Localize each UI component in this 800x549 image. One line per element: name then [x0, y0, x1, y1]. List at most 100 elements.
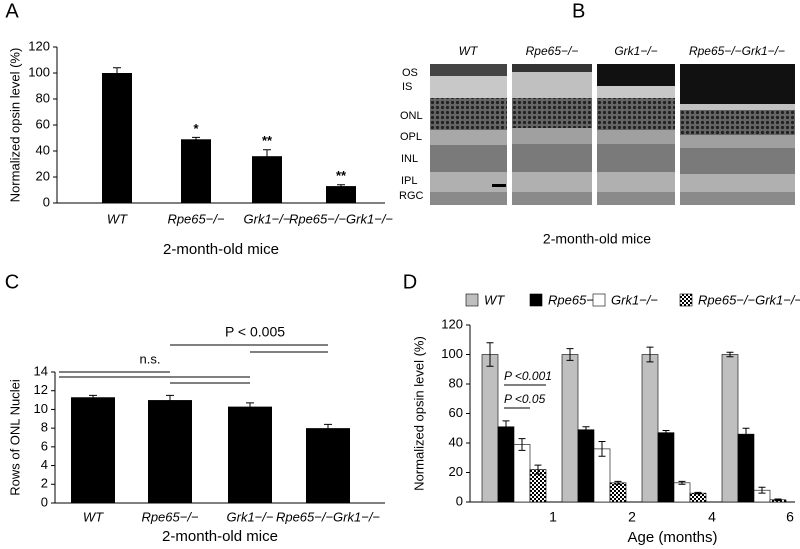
y-tick-label: 14: [34, 363, 48, 378]
x-tick-label: Rpe65−/−: [141, 509, 199, 524]
error-bar: [646, 346, 654, 363]
y-tick-label: 100: [441, 346, 463, 361]
bar: [561, 354, 579, 503]
error-bar: [518, 438, 526, 451]
y-tick-label: 60: [449, 405, 463, 420]
y-tick-label: 0: [41, 494, 48, 509]
bar: [148, 400, 192, 503]
bar: [497, 426, 515, 503]
error-bar: [534, 464, 542, 475]
y-tick-label: 20: [36, 168, 50, 183]
legend-swatch: [679, 293, 693, 307]
bar: [102, 73, 132, 203]
legend-label: Rpe65−/−Grk1−/−: [698, 292, 800, 307]
error-bar: [598, 441, 606, 457]
x-tick-label: Rpe65−/−Grk1−/−: [276, 509, 380, 524]
y-tick-label: 120: [28, 38, 50, 53]
bar: [641, 354, 659, 503]
error-bar: [192, 136, 200, 142]
layer-label: IS: [402, 81, 412, 93]
y-tick-label: 12: [34, 382, 48, 397]
legend-swatch: [529, 293, 543, 307]
significance: *: [193, 121, 199, 136]
y-axis-label: Normalized opsin level (%): [7, 48, 22, 203]
column-label: Grk1−/−: [614, 44, 657, 58]
bar: [737, 433, 755, 503]
x-tick-label: WT: [83, 509, 104, 524]
legend-swatch: [592, 293, 606, 307]
bar: [593, 448, 611, 503]
y-tick-label: 0: [43, 194, 50, 209]
x-axis-label: 2-month-old mice: [163, 241, 279, 258]
bar: [689, 492, 707, 503]
layer-label: RGC: [399, 190, 424, 202]
legend-label: Grk1−/−: [611, 292, 658, 307]
bar: [481, 354, 499, 503]
panel-label: A: [5, 0, 19, 22]
error-bar: [742, 427, 750, 441]
panel-label: C: [5, 271, 19, 293]
bar: [673, 482, 691, 503]
x-tick-label: 1: [549, 509, 557, 525]
bar: [326, 186, 356, 203]
layer-label: IPL: [401, 175, 418, 187]
error-bar: [337, 184, 345, 188]
y-tick-label: 40: [449, 434, 463, 449]
annotation: P <0.001: [504, 369, 552, 383]
y-tick-label: 40: [36, 142, 50, 157]
error-bar: [166, 394, 174, 406]
error-bar: [758, 486, 766, 494]
bar: [577, 429, 595, 503]
error-bar: [486, 342, 494, 367]
x-tick-label: WT: [107, 211, 128, 226]
x-tick-label: 4: [708, 509, 716, 525]
error-bar: [89, 394, 97, 400]
y-tick-label: 100: [28, 64, 50, 79]
x-tick-label: Grk1−/−: [227, 509, 274, 524]
x-tick-label: 2: [628, 509, 636, 525]
y-tick-label: 4: [41, 457, 48, 472]
bar: [657, 432, 675, 503]
y-tick-label: 0: [456, 493, 463, 508]
annotation: P <0.05: [504, 392, 546, 406]
bar: [181, 139, 211, 203]
y-tick-label: 20: [449, 464, 463, 479]
y-tick-label: 80: [449, 375, 463, 390]
legend-label: WT: [484, 292, 505, 307]
y-tick-label: 6: [41, 438, 48, 453]
y-axis-label: Rows of ONL Nuclei: [7, 379, 22, 496]
error-bar: [566, 348, 574, 361]
error-bar: [246, 402, 254, 411]
y-tick-label: 60: [36, 116, 50, 131]
y-tick-label: 2: [41, 476, 48, 491]
error-bar: [726, 351, 734, 358]
micrograph: [430, 64, 795, 205]
panel-label: D: [403, 271, 417, 293]
bar: [71, 397, 115, 503]
error-bar: [678, 480, 686, 485]
x-tick-label: Rpe65−/−: [167, 211, 225, 226]
bar: [228, 406, 272, 503]
layer-label: ONL: [400, 110, 423, 122]
error-bar: [662, 429, 670, 436]
bar: [721, 354, 739, 503]
legend-label: Rpe65−/−: [548, 292, 606, 307]
column-label: Rpe65−/−Grk1−/−: [689, 44, 785, 58]
error-bar: [263, 149, 271, 164]
x-axis-label: Age (months): [627, 529, 717, 546]
error-bar: [614, 480, 622, 485]
layer-label: INL: [401, 153, 418, 165]
y-tick-label: 80: [36, 90, 50, 105]
significance: **: [336, 168, 347, 183]
layer-label: OPL: [400, 131, 422, 143]
error-bar: [502, 420, 510, 434]
annotation: P < 0.005: [225, 324, 285, 340]
error-bar: [774, 498, 782, 502]
bar: [306, 428, 350, 503]
legend-swatch: [465, 293, 479, 307]
error-bar: [113, 67, 121, 79]
x-axis-label: 2-month-old mice: [162, 528, 278, 545]
bar: [252, 156, 282, 203]
x-tick-label: Rpe65−/−Grk1−/−: [289, 211, 393, 226]
